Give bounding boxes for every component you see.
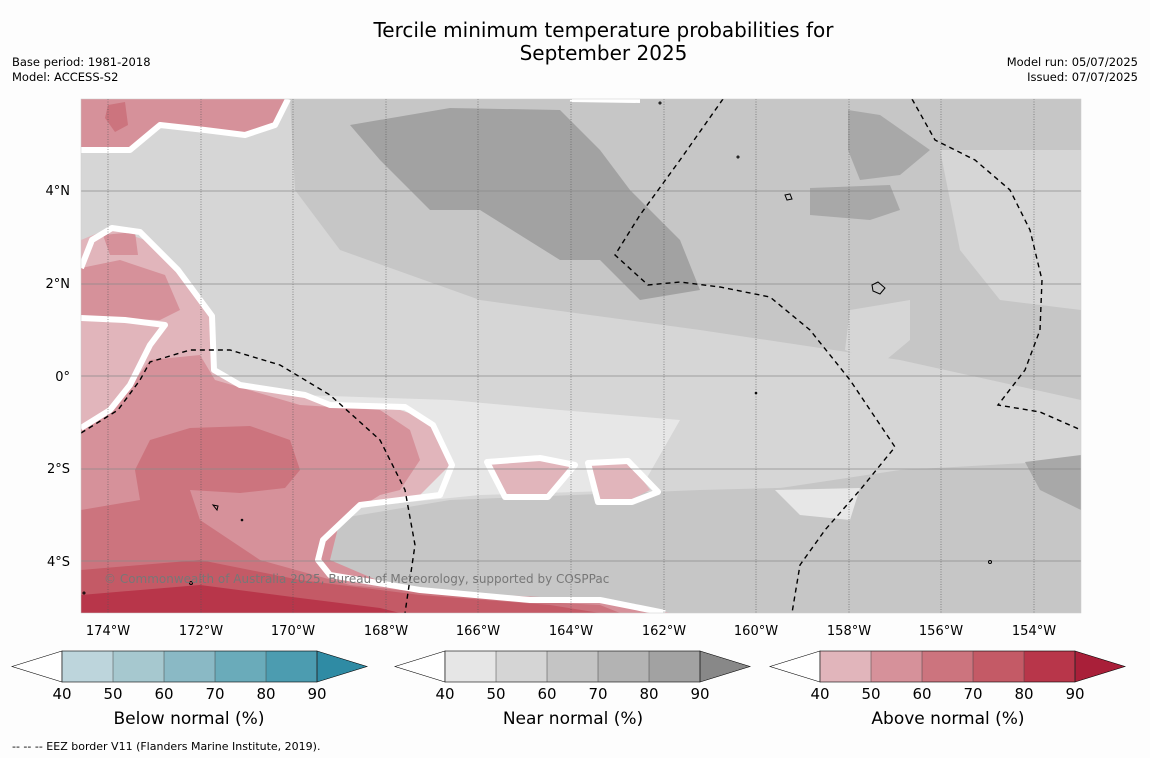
below-normal-colorbar-title: Below normal (%) xyxy=(113,709,265,729)
colorbars: 40 50 60 70 80 90 40 50 60 70 80 90 40 50 60 70 80 90 xyxy=(10,650,1127,703)
near-normal-50-patch-east xyxy=(845,300,910,365)
latitude-labels: 4°N 2°N 0° 2°S 4°S xyxy=(46,184,71,570)
colorbar-tick-label: 40 xyxy=(52,685,71,703)
colorbar-segment xyxy=(820,651,871,682)
colorbar-tick-label: 40 xyxy=(435,685,454,703)
longitude-gridlines xyxy=(107,99,1035,613)
colorbar-tick-label: 50 xyxy=(103,685,122,703)
lon-label: 174°W xyxy=(86,624,130,639)
map-title: Tercile minimum temperature probabilitie… xyxy=(0,19,1150,65)
colorbar-tick-label: 70 xyxy=(588,685,607,703)
colorbar-tick-label: 60 xyxy=(537,685,556,703)
lon-label: 160°W xyxy=(734,624,778,639)
lon-label: 154°W xyxy=(1012,624,1056,639)
near-normal-70-region-east-2 xyxy=(810,185,900,220)
colorbar-tick-label: 60 xyxy=(912,685,931,703)
colorbar-tick-label: 80 xyxy=(639,685,658,703)
colorbar-segment xyxy=(871,651,922,682)
lon-label: 170°W xyxy=(271,624,315,639)
colorbar-tick-label: 50 xyxy=(861,685,880,703)
model-run-date: Model run: 05/07/2025 xyxy=(1006,55,1138,69)
above-normal-colorbar: 40 50 60 70 80 90 xyxy=(768,650,1127,703)
lon-label: 166°W xyxy=(456,624,500,639)
lat-label-0: 0° xyxy=(55,370,70,385)
near-normal-70-region-east xyxy=(848,110,930,180)
map-title-line-1: Tercile minimum temperature probabilitie… xyxy=(373,18,834,42)
lat-label-4s: 4°S xyxy=(47,555,70,570)
colorbar-segment xyxy=(973,651,1024,682)
colorbar-segment xyxy=(547,651,598,682)
below-normal-colorbar: 40 50 60 70 80 90 xyxy=(10,650,369,703)
colorbar-segment xyxy=(266,651,317,682)
eez-footnote: -- -- -- EEZ border V11 (Flanders Marine… xyxy=(12,740,321,753)
eez-borders xyxy=(81,99,1081,613)
near-normal-50-patch-far-east xyxy=(940,150,1081,310)
run-info: Model run: 05/07/2025 Issued: 07/07/2025 xyxy=(1007,55,1138,85)
colorbar-tick-label: 50 xyxy=(486,685,505,703)
islands xyxy=(82,101,992,595)
colorbar-segment xyxy=(1024,651,1075,682)
colorbar-extend-high xyxy=(316,650,369,683)
map-title-line-2: September 2025 xyxy=(519,41,688,65)
colorbar-segment xyxy=(598,651,649,682)
colorbar-segment xyxy=(922,651,973,682)
lon-label: 156°W xyxy=(919,624,963,639)
above-normal-80-region xyxy=(81,585,400,613)
colorbar-segment xyxy=(445,651,496,682)
lon-label: 158°W xyxy=(827,624,871,639)
base-period: Base period: 1981-2018 xyxy=(12,55,151,69)
colorbar-extend-high xyxy=(699,650,752,683)
lon-label: 172°W xyxy=(179,624,223,639)
near-normal-colorbar-title: Near normal (%) xyxy=(502,709,644,729)
map-frame xyxy=(80,98,1082,614)
colorbar-segment xyxy=(496,651,547,682)
model-name: Model: ACCESS-S2 xyxy=(12,70,119,84)
above-normal-50-region xyxy=(81,260,180,320)
model-info: Base period: 1981-2018 Model: ACCESS-S2 xyxy=(12,55,151,85)
above-normal-patch-3 xyxy=(103,232,138,255)
colorbar-extend-low xyxy=(10,650,63,683)
map-plot-area: © Commonwealth of Australia 2025, Bureau… xyxy=(81,99,1081,613)
above-normal-patch-1 xyxy=(487,455,575,495)
colorbar-segment xyxy=(62,651,113,682)
latitude-gridlines xyxy=(81,190,1081,562)
probability-40-contours xyxy=(81,99,666,613)
above-normal-region-north-core xyxy=(105,102,128,132)
copyright-text: © Commonwealth of Australia 2025, Bureau… xyxy=(104,572,609,586)
near-normal-70-region xyxy=(350,108,700,300)
near-normal-colorbar: 40 50 60 70 80 90 xyxy=(393,650,752,703)
colorbar-tick-label: 70 xyxy=(205,685,224,703)
colorbar-tick-label: 80 xyxy=(256,685,275,703)
colorbar-tick-label: 60 xyxy=(154,685,173,703)
colorbar-tick-label: 90 xyxy=(307,685,326,703)
colorbar-tick-label: 70 xyxy=(963,685,982,703)
colorbar-tick-label: 90 xyxy=(1065,685,1084,703)
colorbar-segment xyxy=(113,651,164,682)
colorbar-extend-low xyxy=(768,650,821,683)
colorbar-tick-label: 90 xyxy=(690,685,709,703)
near-normal-60-region-south xyxy=(330,460,1081,613)
colorbar-extend-low xyxy=(393,650,446,683)
colorbar-segment xyxy=(164,651,215,682)
lon-label: 164°W xyxy=(549,624,593,639)
issued-date: Issued: 07/07/2025 xyxy=(1027,70,1138,84)
colorbar-segment xyxy=(215,651,266,682)
colorbar-extend-high xyxy=(1074,650,1127,683)
lat-label-4n: 4°N xyxy=(46,184,71,199)
above-normal-colorbar-title: Above normal (%) xyxy=(871,709,1025,729)
colorbar-tick-label: 40 xyxy=(810,685,829,703)
near-normal-40-patch-south xyxy=(775,488,860,520)
colorbar-tick-label: 80 xyxy=(1014,685,1033,703)
above-normal-region-north xyxy=(81,99,288,150)
lon-label: 162°W xyxy=(642,624,686,639)
lon-label: 168°W xyxy=(364,624,408,639)
longitude-labels: 174°W 172°W 170°W 168°W 166°W 164°W 162°… xyxy=(86,624,1056,639)
lat-label-2s: 2°S xyxy=(47,462,70,477)
colorbar-segment xyxy=(649,651,700,682)
lat-label-2n: 2°N xyxy=(46,277,71,292)
near-normal-60-region xyxy=(290,99,1081,613)
